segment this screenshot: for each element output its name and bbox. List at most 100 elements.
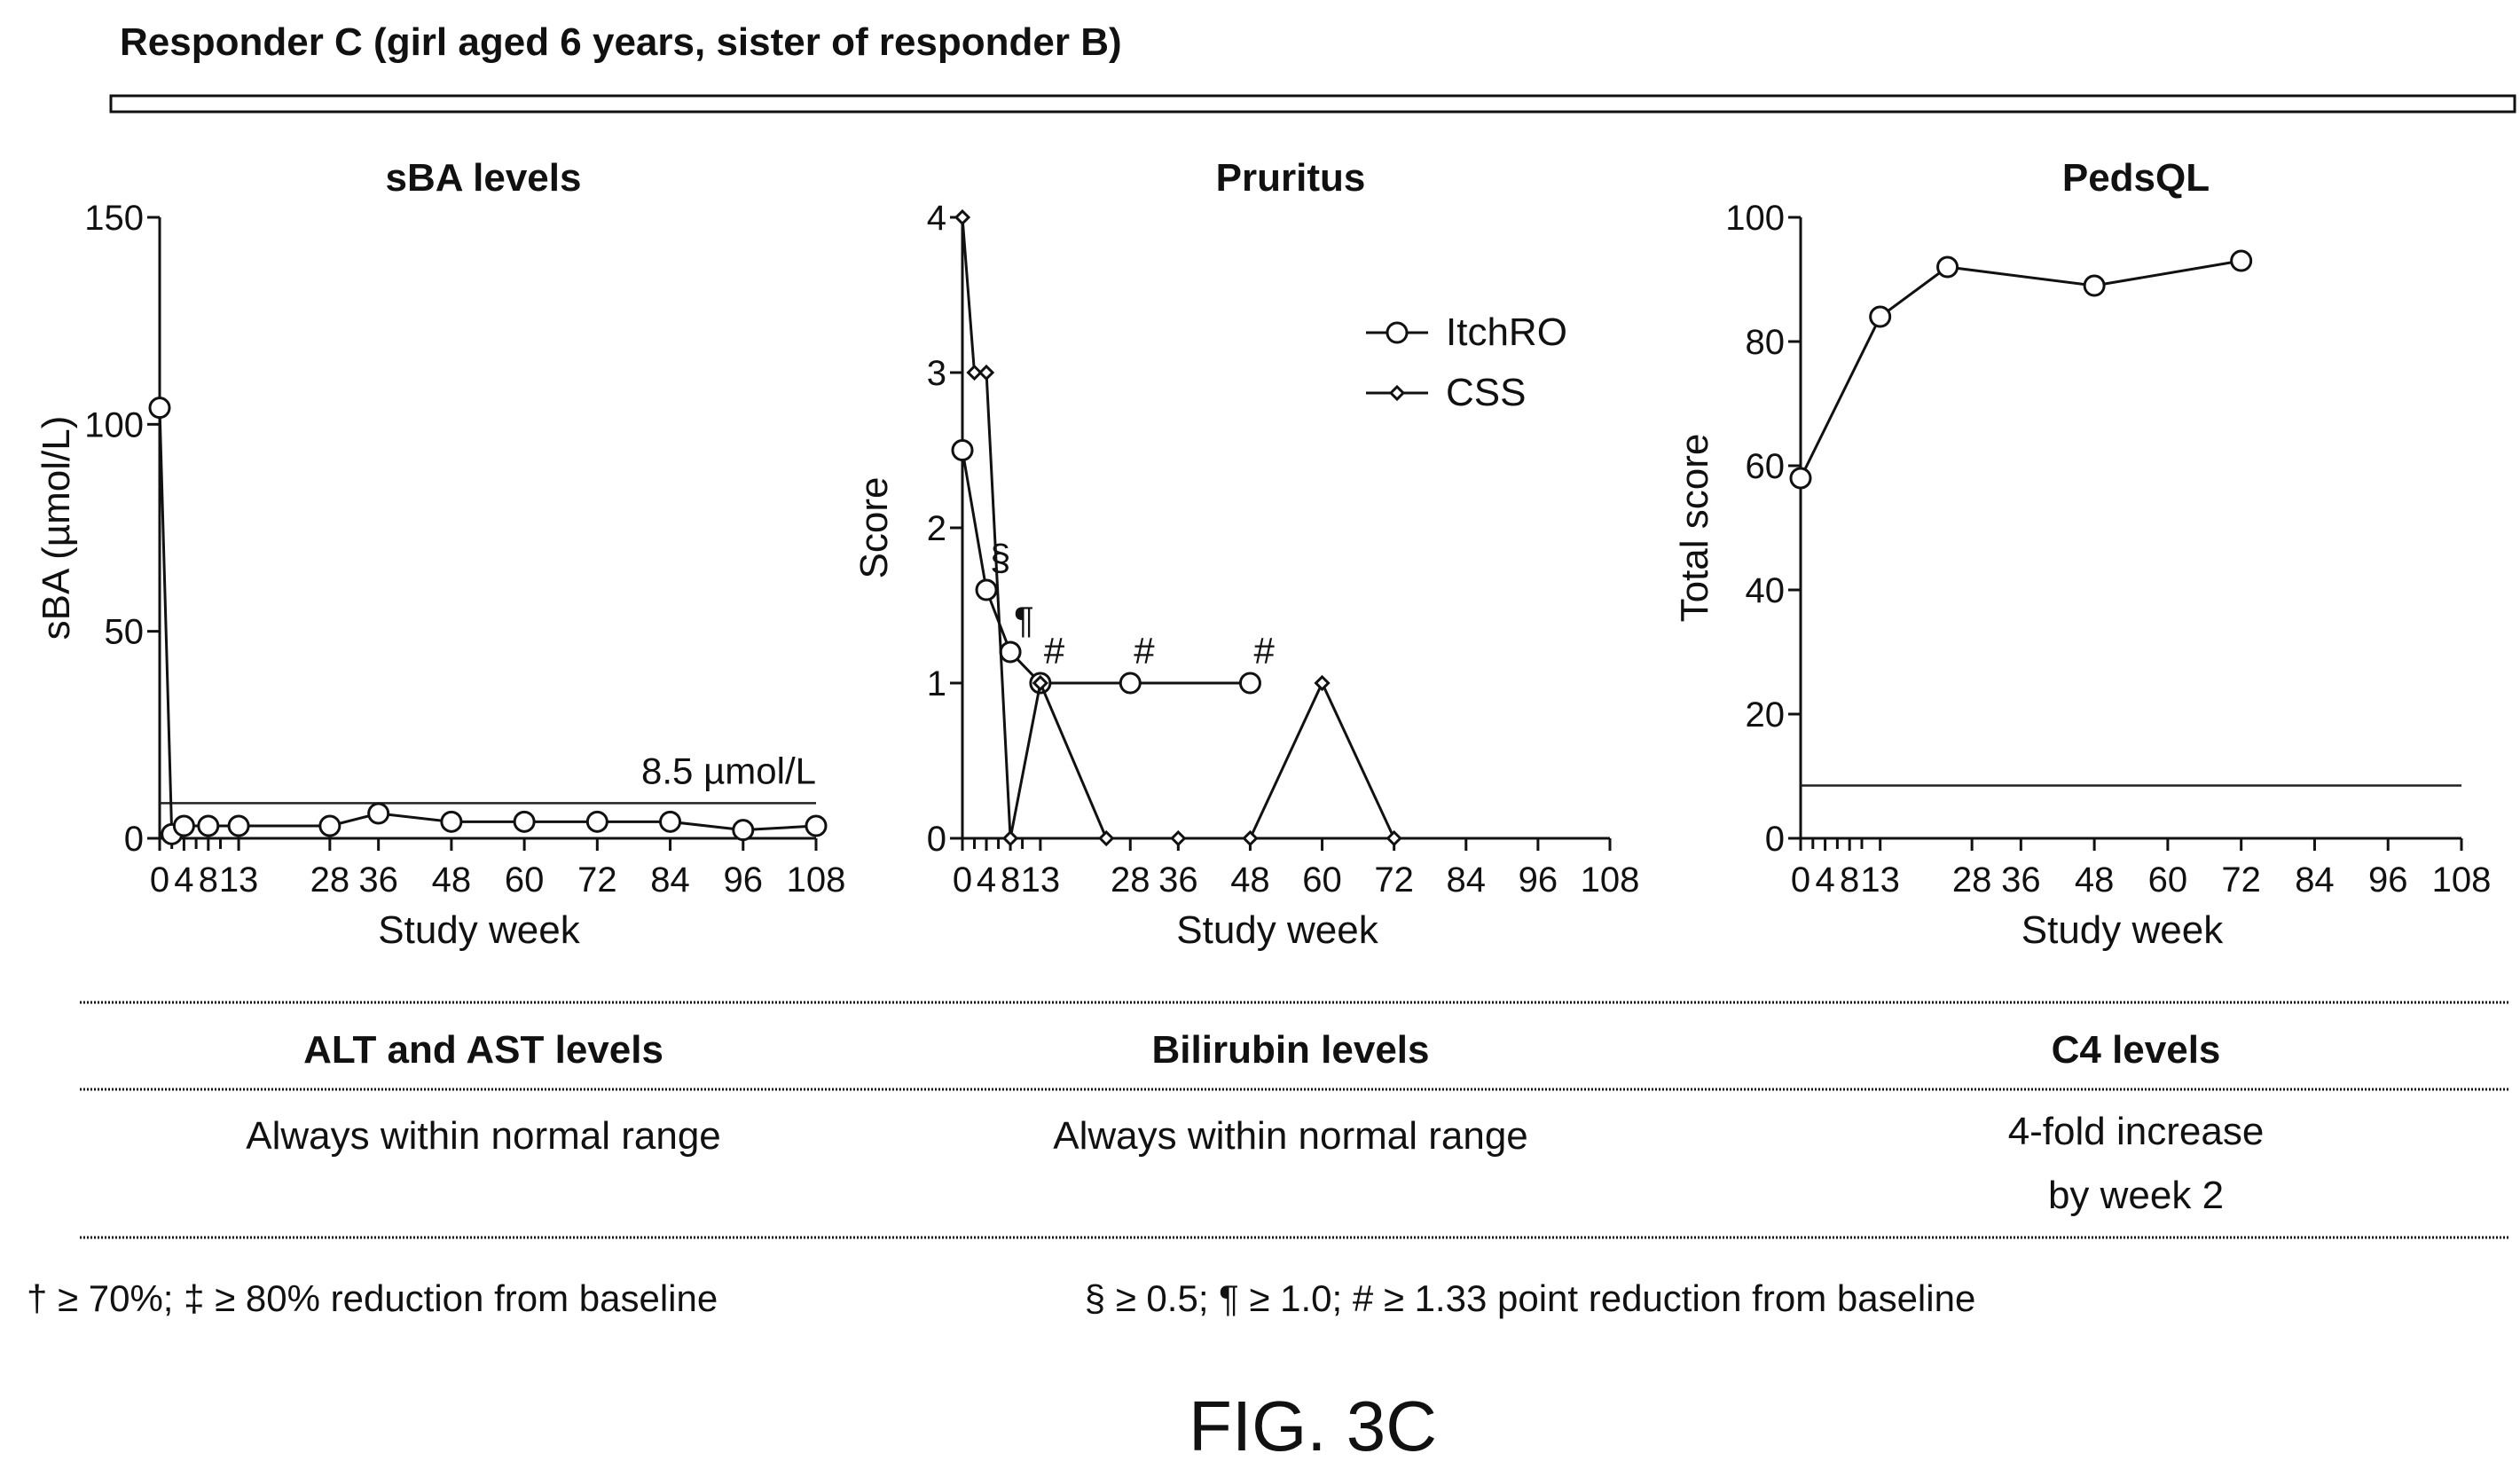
x-tick-label: 48 — [1230, 860, 1270, 900]
data-point-circle — [513, 810, 536, 833]
legend-marker-circle — [1386, 321, 1409, 344]
y-tick-label: 3 — [927, 354, 946, 393]
data-point-circle — [172, 814, 195, 837]
y-axis-label: Score — [852, 477, 896, 579]
x-tick-label: 108 — [1581, 860, 1640, 900]
data-point-circle — [659, 810, 682, 833]
x-axis-label: Study week — [1176, 908, 1378, 952]
data-point-circle — [1119, 672, 1142, 695]
data-point-circle — [805, 814, 828, 837]
table-cell-c4-line2: by week 2 — [2048, 1174, 2224, 1217]
data-point-diamond — [1032, 674, 1048, 692]
data-point-diamond — [977, 364, 995, 381]
data-point-diamond — [966, 364, 983, 381]
x-tick-label: 108 — [2432, 860, 2492, 900]
x-tick-label: 60 — [2148, 860, 2188, 900]
data-point-circle — [197, 814, 220, 837]
data-point-circle — [227, 814, 250, 837]
x-tick-label: 96 — [1519, 860, 1558, 900]
x-tick-label: 96 — [2368, 860, 2408, 900]
legend-label: CSS — [1446, 371, 1526, 414]
x-tick-label: 36 — [1158, 860, 1198, 900]
x-tick-label: 108 — [787, 860, 846, 900]
table-header-c4: C4 levels — [2052, 1028, 2221, 1072]
data-point-diamond — [1001, 829, 1019, 847]
x-tick-label: 84 — [2295, 860, 2335, 900]
data-point-annotation: # — [1044, 630, 1065, 672]
x-tick-label: 13 — [1021, 860, 1061, 900]
table-header-bilirubin: Bilirubin levels — [1152, 1028, 1430, 1072]
y-axis-label: Total score — [1673, 434, 1716, 623]
x-tick-label: 36 — [2001, 860, 2041, 900]
y-tick-label: 0 — [124, 820, 144, 859]
y-tick-label: 20 — [1746, 695, 1786, 735]
reference-line-label: 8.5 µmol/L — [641, 750, 816, 791]
series-line — [961, 216, 1396, 840]
x-tick-label: 0 — [1791, 860, 1810, 900]
x-tick-label: 96 — [724, 860, 764, 900]
data-point-circle — [732, 819, 755, 842]
table-cell-bilirubin: Always within normal range — [1053, 1114, 1528, 1158]
x-tick-label: 4 — [174, 860, 193, 900]
chart-title: Pruritus — [1216, 156, 1366, 200]
series-line — [1799, 259, 2241, 479]
x-tick-label: 60 — [505, 860, 545, 900]
data-point-diamond — [1170, 829, 1187, 847]
x-tick-label: 13 — [1860, 860, 1900, 900]
y-tick-label: 60 — [1746, 447, 1786, 486]
x-tick-label: 4 — [1815, 860, 1834, 900]
y-tick-label: 0 — [927, 820, 946, 859]
x-tick-label: 72 — [1374, 860, 1414, 900]
x-tick-label: 60 — [1302, 860, 1342, 900]
data-point-circle — [999, 640, 1022, 664]
data-point-circle — [951, 439, 974, 461]
data-point-circle — [585, 810, 608, 833]
y-tick-label: 50 — [105, 613, 145, 652]
x-tick-label: 13 — [219, 860, 259, 900]
data-point-annotation: # — [1253, 630, 1275, 672]
y-tick-label: 100 — [84, 405, 144, 444]
x-tick-label: 8 — [1840, 860, 1859, 900]
x-tick-label: 48 — [2075, 860, 2115, 900]
data-point-annotation: # — [1134, 630, 1155, 672]
data-point-annotation: ¶ — [1014, 599, 1034, 640]
x-tick-label: 0 — [150, 860, 169, 900]
data-point-circle — [2230, 249, 2253, 272]
data-point-diamond — [1314, 674, 1331, 692]
data-point-circle — [440, 810, 463, 833]
data-point-diamond — [1386, 829, 1402, 847]
x-axis-label: Study week — [2021, 908, 2224, 952]
x-tick-label: 8 — [1001, 860, 1020, 900]
chart-title: PedsQL — [2062, 156, 2210, 200]
y-tick-label: 100 — [1725, 199, 1785, 238]
data-point-circle — [1238, 672, 1261, 695]
x-tick-label: 0 — [953, 860, 972, 900]
data-point-diamond — [1098, 829, 1115, 847]
y-tick-label: 0 — [1765, 820, 1785, 859]
x-tick-label: 84 — [1447, 860, 1487, 900]
y-tick-label: 150 — [84, 199, 144, 238]
data-point-circle — [1936, 255, 1959, 279]
figure-label: FIG. 3C — [1189, 1387, 1437, 1465]
data-point-diamond — [954, 208, 971, 226]
data-point-circle — [1789, 467, 1812, 490]
y-tick-label: 2 — [927, 509, 946, 548]
data-point-circle — [367, 802, 390, 825]
data-point-circle — [2083, 274, 2106, 297]
data-point-annotation: § — [990, 537, 1010, 578]
x-tick-label: 36 — [358, 860, 398, 900]
table-header-alt-ast: ALT and AST levels — [303, 1028, 663, 1072]
x-tick-label: 28 — [310, 860, 350, 900]
chart-title: sBA levels — [386, 156, 582, 200]
legend-label: ItchRO — [1446, 310, 1567, 354]
x-tick-label: 72 — [577, 860, 617, 900]
data-point-circle — [1869, 305, 1892, 328]
footnote-left: † ≥ 70%; ‡ ≥ 80% reduction from baseline — [27, 1277, 718, 1319]
table-cell-c4-line1: 4-fold increase — [2008, 1110, 2265, 1153]
x-tick-label: 8 — [199, 860, 218, 900]
header-rule — [109, 94, 2516, 114]
y-tick-label: 1 — [927, 664, 946, 703]
